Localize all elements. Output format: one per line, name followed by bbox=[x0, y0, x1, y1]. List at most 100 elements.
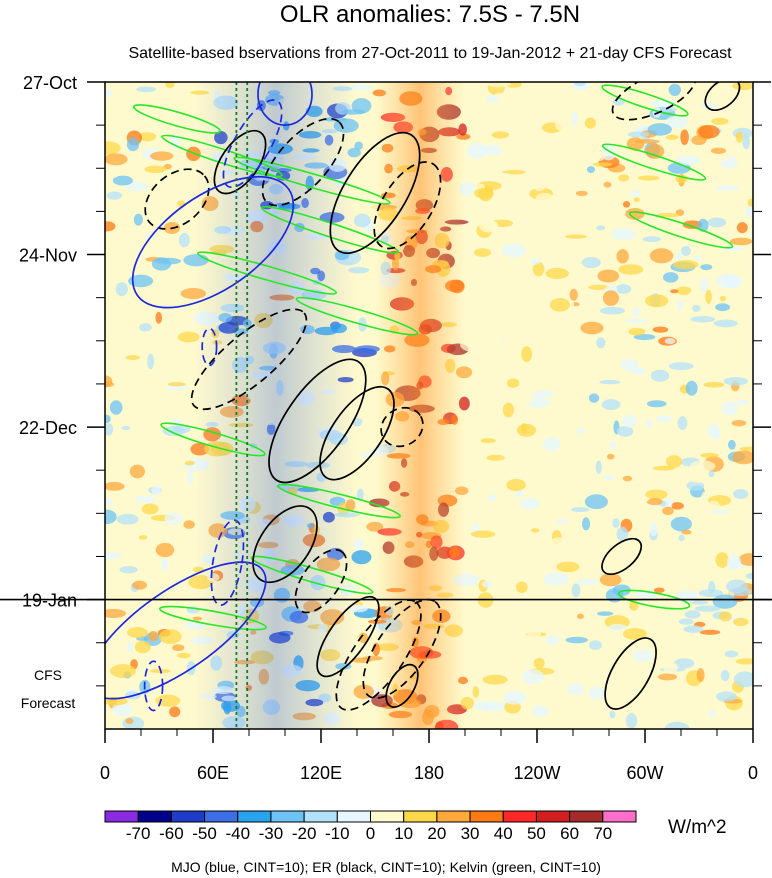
anomaly-blob bbox=[729, 237, 753, 246]
kelvin-contour bbox=[295, 296, 419, 336]
anomaly-blob bbox=[127, 627, 148, 638]
colorbar-swatch bbox=[535, 810, 571, 823]
chart-title: OLR anomalies: 7.5S - 7.5N bbox=[280, 1, 580, 28]
anomaly-blob bbox=[615, 604, 631, 618]
colorbar-swatch bbox=[502, 810, 537, 823]
anomaly-blob bbox=[592, 162, 613, 167]
anomaly-blob bbox=[105, 551, 122, 560]
er-contour bbox=[268, 358, 367, 484]
anomaly-blob bbox=[125, 718, 134, 724]
anomaly-blob bbox=[662, 506, 674, 516]
anomaly-blob bbox=[481, 144, 504, 156]
anomaly-blob bbox=[584, 494, 608, 510]
anomaly-blob bbox=[109, 400, 123, 415]
anomaly-blob bbox=[115, 282, 129, 297]
anomaly-blob bbox=[726, 579, 748, 594]
anomaly-blob bbox=[576, 428, 586, 434]
mjo-contour bbox=[257, 82, 313, 126]
anomaly-blob bbox=[515, 490, 524, 497]
anomaly-blob bbox=[536, 495, 552, 501]
anomaly-blob bbox=[559, 694, 579, 700]
anomaly-blob bbox=[588, 477, 608, 490]
mjo-contour bbox=[131, 175, 295, 309]
anomaly-blob bbox=[187, 469, 194, 486]
anomaly-blob bbox=[481, 580, 494, 588]
anomaly-blob bbox=[499, 276, 519, 282]
anomaly-blob bbox=[524, 92, 537, 105]
anomaly-blob bbox=[126, 641, 134, 652]
colorbar-swatch bbox=[270, 810, 305, 823]
anomaly-blob bbox=[520, 508, 530, 523]
anomaly-blob bbox=[148, 630, 159, 642]
anomaly-blob bbox=[656, 212, 680, 218]
anomaly-blob bbox=[607, 623, 628, 632]
mjo-contour bbox=[143, 660, 164, 712]
chart-subtitle: Satellite-based bservations from 27-Oct-… bbox=[128, 45, 732, 62]
anomaly-blob bbox=[494, 92, 504, 98]
anomaly-blob bbox=[105, 381, 115, 388]
anomaly-blob bbox=[712, 594, 738, 609]
anomaly-blob bbox=[664, 338, 676, 345]
axes: 0 60E 120E 180 120W 60W 0 27-Oct 24-Nov 22-Dec 19-… bbox=[19, 73, 771, 783]
anomaly-blob bbox=[532, 261, 545, 277]
anomaly-blob bbox=[676, 286, 692, 295]
anomaly-blob bbox=[509, 533, 524, 545]
anomaly-blob bbox=[670, 516, 692, 532]
anomaly-blob bbox=[638, 700, 645, 706]
er-contour bbox=[294, 548, 348, 614]
anomaly-blob bbox=[633, 649, 654, 663]
anomaly-blob bbox=[618, 174, 630, 182]
anomaly-blob bbox=[639, 338, 665, 348]
anomaly-blob bbox=[622, 628, 647, 640]
anomaly-blob bbox=[588, 640, 603, 650]
anomaly-blob bbox=[606, 453, 615, 460]
anomaly-blob bbox=[715, 552, 729, 568]
anomaly-blob bbox=[621, 414, 637, 428]
anomaly-blob bbox=[628, 437, 636, 444]
anomaly-blob bbox=[549, 212, 559, 221]
anomaly-blob bbox=[105, 535, 121, 552]
anomaly-blob bbox=[553, 388, 570, 396]
anomaly-blob bbox=[572, 386, 590, 396]
anomaly-blob bbox=[727, 439, 736, 450]
kelvin-contour bbox=[233, 156, 391, 205]
anomaly-blob bbox=[700, 452, 719, 458]
anomaly-blob bbox=[527, 628, 542, 639]
anomaly-blob bbox=[128, 274, 154, 288]
anomaly-blob bbox=[733, 671, 753, 688]
er-contour bbox=[252, 505, 318, 584]
anomaly-blob bbox=[709, 509, 731, 515]
y-tick-label: 19-Jan bbox=[22, 591, 77, 611]
anomaly-blob bbox=[498, 421, 512, 436]
anomaly-blob bbox=[486, 666, 496, 673]
colorbar: -70 -60 -50 -40 -30 -20 -10 0 10 20 30 40 50 60 70 bbox=[104, 810, 637, 843]
anomaly-blob bbox=[691, 135, 707, 146]
anomaly-blob bbox=[482, 636, 495, 641]
anomaly-blob bbox=[133, 213, 143, 226]
anomaly-blob bbox=[633, 197, 640, 203]
anomaly-blob bbox=[554, 519, 569, 524]
anomaly-blob bbox=[634, 139, 660, 144]
anomaly-blob bbox=[699, 629, 721, 635]
colorbar-swatch bbox=[237, 810, 272, 823]
colorbar-label: 50 bbox=[527, 824, 546, 843]
anomaly-blob bbox=[671, 555, 689, 569]
anomaly-blob bbox=[164, 512, 182, 526]
colorbar-label: -70 bbox=[126, 824, 151, 843]
anomaly-blob bbox=[506, 378, 520, 388]
anomaly-blob bbox=[543, 145, 553, 156]
anomaly-blob bbox=[709, 708, 716, 718]
anomaly-blob bbox=[710, 147, 727, 154]
anomaly-blob bbox=[155, 311, 163, 324]
forecast-label-line-2: Forecast bbox=[21, 695, 76, 711]
anomaly-blob bbox=[506, 478, 526, 492]
anomaly-blob bbox=[487, 82, 511, 88]
kelvin-contour bbox=[601, 84, 689, 117]
anomaly-blob bbox=[731, 419, 747, 427]
anomaly-blob bbox=[675, 155, 701, 166]
x-tick-label: 0 bbox=[748, 763, 758, 783]
colorbar-label: -50 bbox=[192, 824, 217, 843]
anomaly-blob bbox=[677, 416, 688, 431]
colorbar-label: -40 bbox=[225, 824, 250, 843]
anomaly-blob bbox=[665, 455, 682, 468]
